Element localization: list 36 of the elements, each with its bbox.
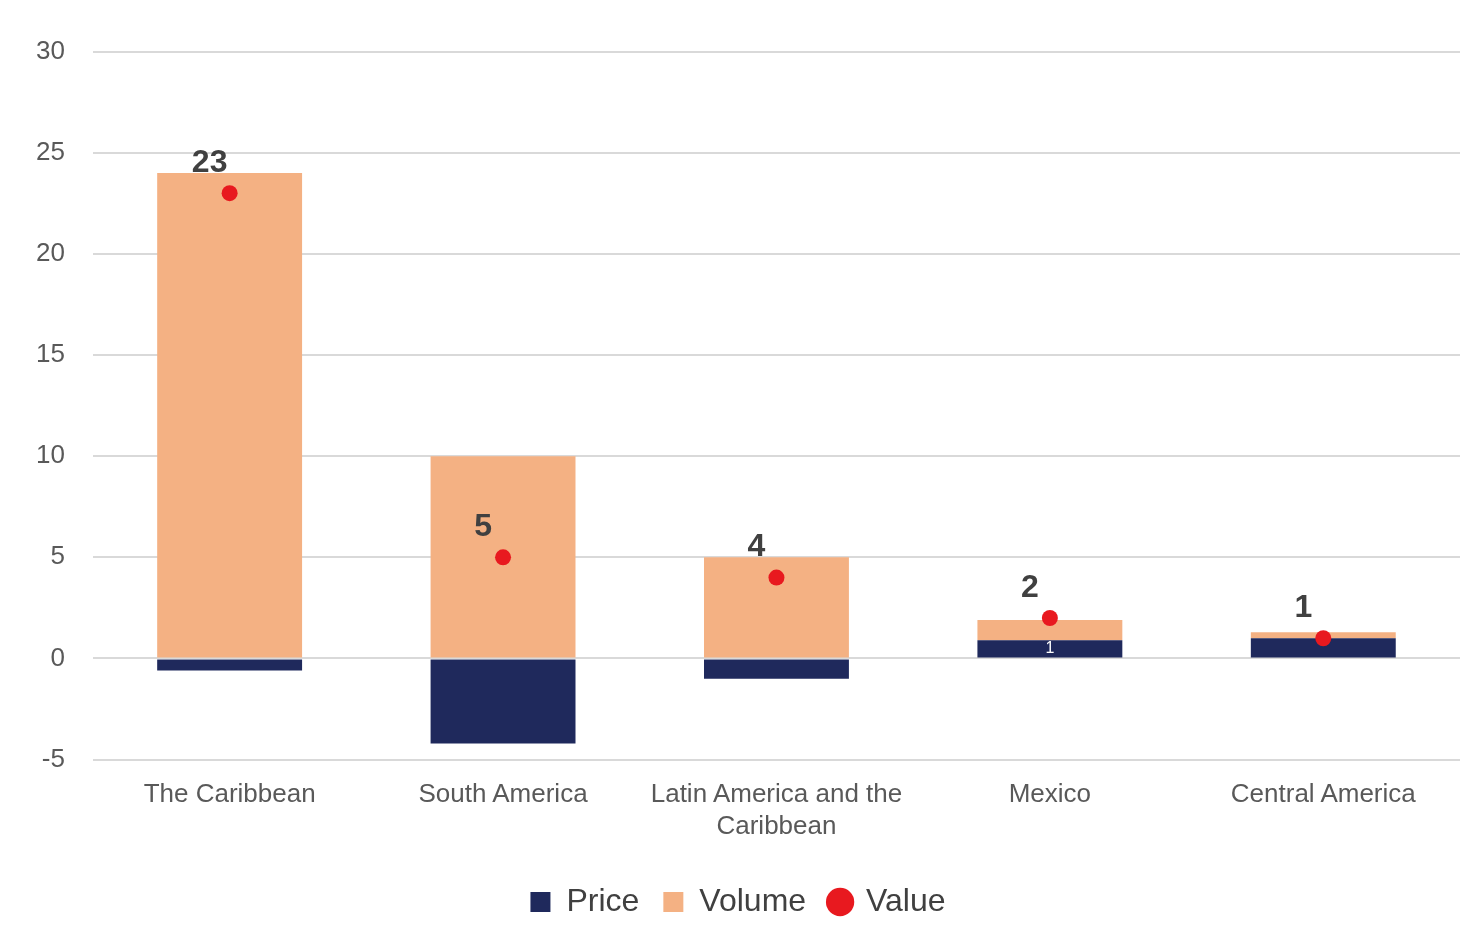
legend-label: Price bbox=[566, 881, 640, 918]
bar bbox=[157, 659, 303, 671]
bar bbox=[1250, 638, 1396, 658]
x-tick-label: Latin America and the Caribbean bbox=[650, 778, 903, 840]
point bbox=[221, 185, 238, 202]
bar bbox=[430, 456, 576, 658]
point bbox=[1315, 630, 1332, 647]
data-label: 4 bbox=[747, 527, 766, 564]
x-tick-label: Mexico bbox=[1008, 778, 1092, 809]
bar bbox=[430, 659, 576, 744]
y-tick-label: 10 bbox=[36, 439, 65, 470]
legend-label: Volume bbox=[699, 881, 807, 918]
x-tick-label: Central America bbox=[1230, 778, 1417, 809]
legend-label: Value bbox=[866, 881, 946, 918]
y-tick-label: 0 bbox=[50, 641, 65, 672]
point bbox=[495, 549, 512, 566]
point bbox=[768, 569, 785, 586]
y-tick-label: -5 bbox=[41, 742, 65, 773]
data-label: 2 bbox=[1020, 567, 1039, 604]
bar bbox=[977, 640, 1123, 658]
data-label: 1 bbox=[1294, 588, 1313, 625]
y-tick-label: 5 bbox=[50, 540, 65, 571]
data-label: 23 bbox=[191, 143, 228, 180]
data-label: 5 bbox=[474, 507, 492, 544]
y-tick-label: 15 bbox=[36, 338, 65, 369]
y-tick-label: 20 bbox=[36, 237, 65, 268]
bar bbox=[157, 172, 303, 658]
point bbox=[1041, 610, 1058, 626]
y-tick-label: 25 bbox=[36, 135, 65, 166]
x-tick-label: The Caribbean bbox=[143, 778, 316, 809]
x-tick-label: South America bbox=[418, 778, 589, 809]
bar bbox=[977, 620, 1123, 641]
bar bbox=[704, 659, 849, 679]
y-tick-label: 30 bbox=[36, 34, 65, 65]
bar bbox=[704, 557, 849, 658]
data-label: 1 bbox=[1045, 639, 1055, 657]
